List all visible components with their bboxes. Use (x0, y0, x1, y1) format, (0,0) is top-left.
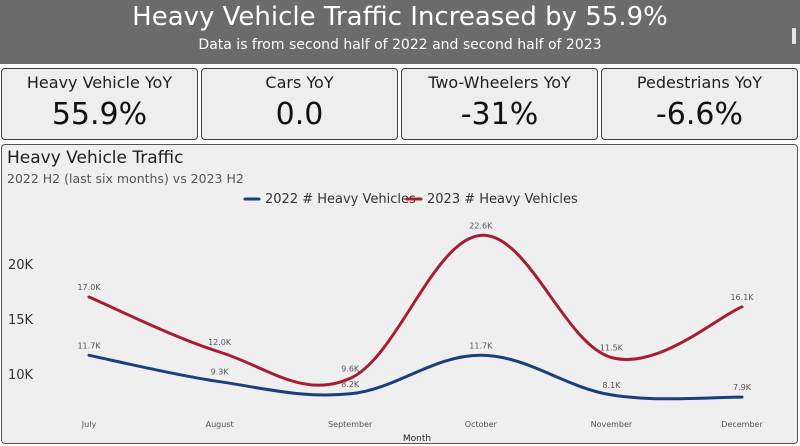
kpi-card-heavy-vehicle[interactable]: Heavy Vehicle YoY 55.9% (1, 68, 198, 140)
page-subtitle: Data is from second half of 2022 and sec… (198, 37, 602, 53)
kpi-value: 55.9% (51, 97, 148, 132)
x-tick-label: October (465, 420, 498, 429)
data-label: 8.2K (341, 380, 360, 389)
data-label: 11.5K (600, 344, 624, 353)
report-header: Heavy Vehicle Traffic Increased by 55.9%… (0, 0, 800, 64)
kpi-card-two-wheelers[interactable]: Two-Wheelers YoY -31% (401, 68, 598, 140)
x-axis-title: Month (403, 434, 431, 444)
line-chart-card[interactable]: Heavy Vehicle Traffic 2022 H2 (last six … (1, 144, 798, 444)
y-tick-label: 20K (8, 258, 34, 273)
line-chart: 2022 # Heavy Vehicles 2023 # Heavy Vehicl… (8, 192, 763, 444)
chart-subtitle: 2022 H2 (last six months) vs 2023 H2 (7, 171, 244, 186)
data-label: 11.7K (469, 341, 493, 350)
x-tick-label: December (721, 420, 763, 429)
kpi-card-pedestrians[interactable]: Pedestrians YoY -6.6% (601, 68, 798, 140)
legend-label[interactable]: 2023 # Heavy Vehicles (427, 192, 578, 207)
x-tick-label: September (328, 420, 373, 429)
y-tick-label: 10K (8, 368, 34, 383)
kpi-value: -6.6% (655, 97, 744, 132)
x-tick-label: July (81, 420, 97, 429)
kpi-label: Heavy Vehicle YoY (26, 73, 173, 92)
x-tick-label: November (591, 420, 633, 429)
kpi-label: Pedestrians YoY (636, 73, 763, 92)
scrollbar[interactable] (792, 28, 796, 44)
kpi-card-cars[interactable]: Cars YoY 0.0 (201, 68, 398, 140)
legend-label[interactable]: 2022 # Heavy Vehicles (265, 192, 416, 207)
data-label: 8.1K (602, 381, 621, 390)
kpi-value: 0.0 (275, 97, 324, 132)
chart-title: Heavy Vehicle Traffic (7, 148, 184, 168)
page-title: Heavy Vehicle Traffic Increased by 55.9% (132, 2, 668, 32)
data-label: 22.6K (469, 221, 493, 230)
data-label: 17.0K (77, 283, 101, 292)
kpi-value: -31% (460, 97, 539, 132)
kpi-label: Two-Wheelers YoY (428, 73, 571, 92)
data-label: 12.0K (208, 338, 232, 347)
x-tick-label: August (206, 420, 234, 429)
data-label: 7.9K (733, 383, 752, 392)
data-label: 9.3K (211, 368, 230, 377)
data-label: 11.7K (77, 341, 101, 350)
data-label: 9.6K (341, 364, 360, 373)
kpi-label: Cars YoY (265, 73, 334, 92)
data-label: 16.1K (730, 293, 754, 302)
y-tick-label: 15K (8, 313, 34, 328)
series-line[interactable] (87, 353, 744, 401)
series-line[interactable] (87, 233, 744, 387)
